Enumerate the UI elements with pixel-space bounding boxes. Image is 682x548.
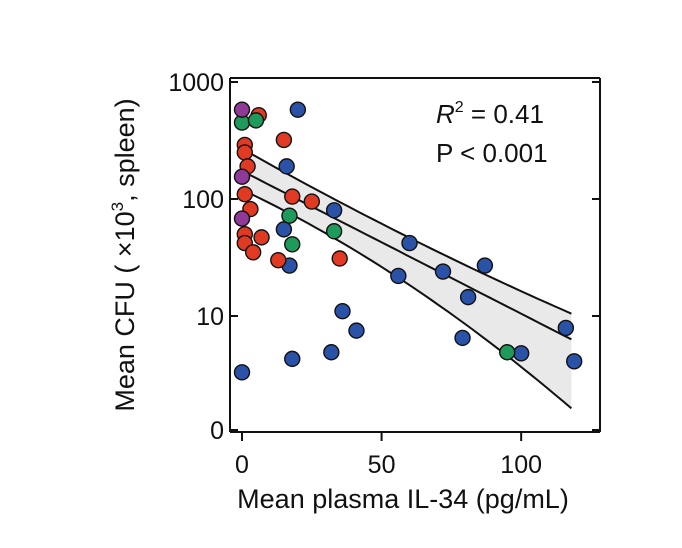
data-point-blue bbox=[566, 353, 583, 370]
y-tick-label: 10 bbox=[196, 303, 224, 331]
data-point-blue bbox=[278, 158, 295, 175]
y-tick-label: 0 bbox=[210, 417, 224, 445]
y-axis-label-suffix: , spleen) bbox=[110, 98, 140, 202]
confidence-band bbox=[242, 148, 572, 409]
r2-exponent: 2 bbox=[455, 99, 464, 116]
data-point-red bbox=[236, 185, 253, 203]
data-point-red bbox=[253, 229, 270, 246]
r2-value: = 0.41 bbox=[464, 99, 544, 129]
data-point-blue bbox=[390, 267, 407, 285]
data-point-purple bbox=[233, 101, 251, 118]
axes-layer bbox=[229, 77, 601, 433]
data-point-green bbox=[281, 207, 298, 224]
x-tick-label: 0 bbox=[235, 451, 249, 479]
data-point-blue bbox=[348, 322, 365, 339]
data-point-red bbox=[303, 193, 320, 210]
data-point-red bbox=[270, 251, 287, 269]
x-axis-label: Mean plasma IL-34 (pg/mL) bbox=[237, 484, 569, 514]
x-tick-label: 100 bbox=[500, 451, 542, 479]
data-point-blue bbox=[557, 319, 575, 337]
y-axis-label: Mean CFU ( ×103, spleen) bbox=[108, 98, 140, 411]
r-squared-annotation: R2 = 0.41 bbox=[436, 99, 544, 129]
y-axis-label-prefix: Mean CFU ( ×10 bbox=[110, 211, 140, 411]
data-point-blue bbox=[325, 202, 343, 219]
data-point-blue bbox=[334, 302, 351, 320]
data-point-blue bbox=[434, 263, 452, 280]
data-point-green bbox=[247, 112, 265, 129]
data-point-blue bbox=[284, 350, 301, 368]
data-point-red bbox=[236, 144, 253, 161]
data-point-red bbox=[244, 244, 262, 261]
x-tick-label: 50 bbox=[368, 451, 396, 479]
data-point-green bbox=[499, 344, 516, 361]
p-value-annotation: P < 0.001 bbox=[436, 138, 548, 168]
data-point-red bbox=[284, 188, 301, 205]
data-point-red bbox=[331, 250, 348, 267]
data-point-green bbox=[325, 223, 343, 240]
y-axis-label-exponent: 3 bbox=[108, 202, 127, 211]
data-point-blue bbox=[401, 234, 418, 252]
data-point-blue bbox=[233, 364, 251, 381]
data-point-purple bbox=[233, 210, 251, 227]
data-point-green bbox=[284, 236, 301, 253]
data-point-red bbox=[275, 131, 293, 149]
y-tick-label: 100 bbox=[182, 186, 224, 214]
data-point-blue bbox=[275, 221, 293, 238]
data-point-blue bbox=[289, 101, 307, 118]
data-point-blue bbox=[459, 288, 477, 306]
data-point-blue bbox=[454, 329, 471, 347]
y-tick-label: 1000 bbox=[168, 69, 224, 97]
r2-symbol: R bbox=[436, 99, 455, 129]
data-point-blue bbox=[476, 257, 494, 274]
data-point-blue bbox=[323, 344, 340, 361]
data-point-blue bbox=[512, 345, 530, 362]
data-points-layer bbox=[233, 101, 583, 381]
data-point-purple bbox=[233, 168, 251, 185]
confidence-band-layer bbox=[242, 148, 572, 409]
